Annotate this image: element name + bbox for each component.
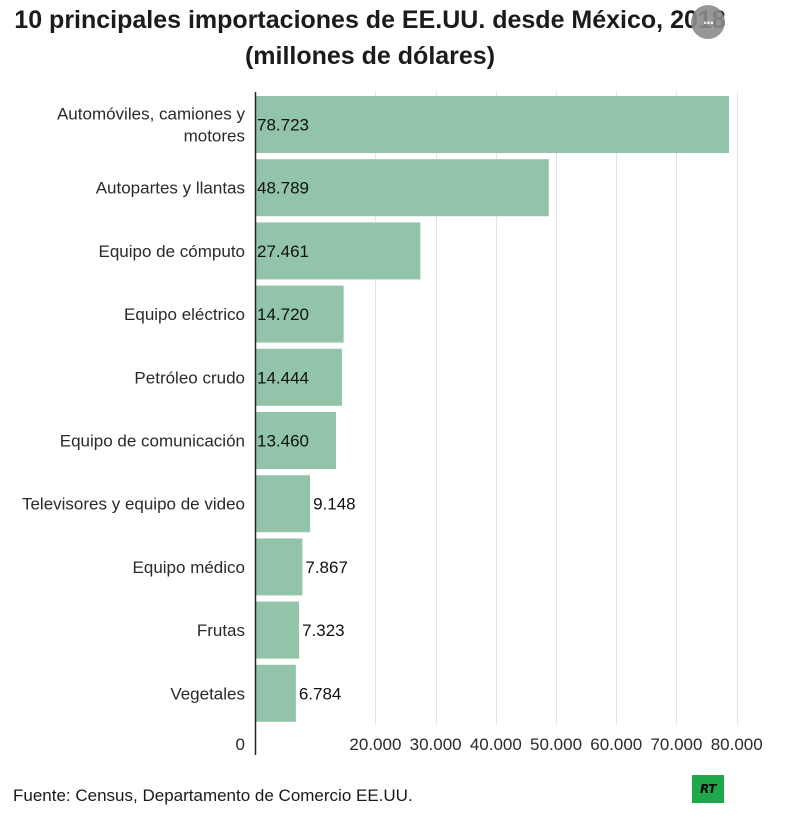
x-tick-label: 80.000: [711, 735, 763, 754]
data-label: 7.323: [302, 621, 345, 640]
bar[interactable]: [255, 96, 729, 153]
bar[interactable]: [255, 222, 421, 280]
bar-chart: Automóviles, camiones y motores 78.723 Auto…: [22, 92, 763, 755]
bar[interactable]: [255, 601, 300, 659]
bar[interactable]: [255, 538, 303, 596]
more-horizontal-icon: ...: [702, 11, 714, 28]
chart-title-line-2: (millones de dólares): [244, 42, 496, 70]
bar[interactable]: [255, 412, 337, 469]
category-label: Televisores y equipo de video: [22, 495, 245, 514]
x-tick-label: 70.000: [650, 735, 702, 754]
x-tick-label: 60.000: [590, 735, 642, 754]
bar[interactable]: [255, 475, 311, 533]
data-label: 48.789: [257, 179, 309, 198]
data-label: 78.723: [257, 116, 309, 135]
gridlines: [375, 92, 738, 725]
category-label: Equipo eléctrico: [124, 305, 245, 324]
x-tick-label: 20.000: [349, 735, 401, 754]
x-tick-label: 0: [236, 735, 245, 754]
data-label: 13.460: [257, 432, 309, 451]
category-label: Frutas: [197, 621, 245, 640]
category-label: Petróleo crudo: [134, 368, 245, 387]
category-label: Automóviles, camiones y motores: [57, 105, 246, 146]
category-label: Equipo médico: [133, 558, 245, 577]
category-label: Equipo de comunicación: [60, 432, 245, 451]
chart-title: 10 principales importaciones de EE.UU. d…: [0, 2, 740, 74]
x-tick-label: 50.000: [530, 735, 582, 754]
data-label: 6.784: [299, 684, 342, 703]
rt-logo: RT: [692, 775, 724, 803]
source-note: Fuente: Census, Departamento de Comercio…: [13, 786, 413, 805]
data-label: 9.148: [313, 495, 356, 514]
bar[interactable]: [255, 159, 549, 217]
data-label: 27.461: [257, 242, 309, 261]
category-label: Autopartes y llantas: [96, 179, 245, 198]
category-label: Equipo de cómputo: [99, 242, 246, 261]
chart-title-line-1: 10 principales importaciones de EE.UU. d…: [14, 6, 726, 34]
x-tick-label: 30.000: [410, 735, 462, 754]
bar[interactable]: [255, 348, 342, 406]
data-label: 14.720: [257, 305, 309, 324]
data-label: 7.867: [305, 558, 348, 577]
x-tick-label: 40.000: [470, 735, 522, 754]
category-label: Vegetales: [170, 684, 245, 703]
data-label: 14.444: [257, 368, 309, 387]
bar[interactable]: [255, 285, 344, 343]
bar[interactable]: [255, 664, 296, 722]
more-options-button[interactable]: ...: [691, 5, 725, 39]
